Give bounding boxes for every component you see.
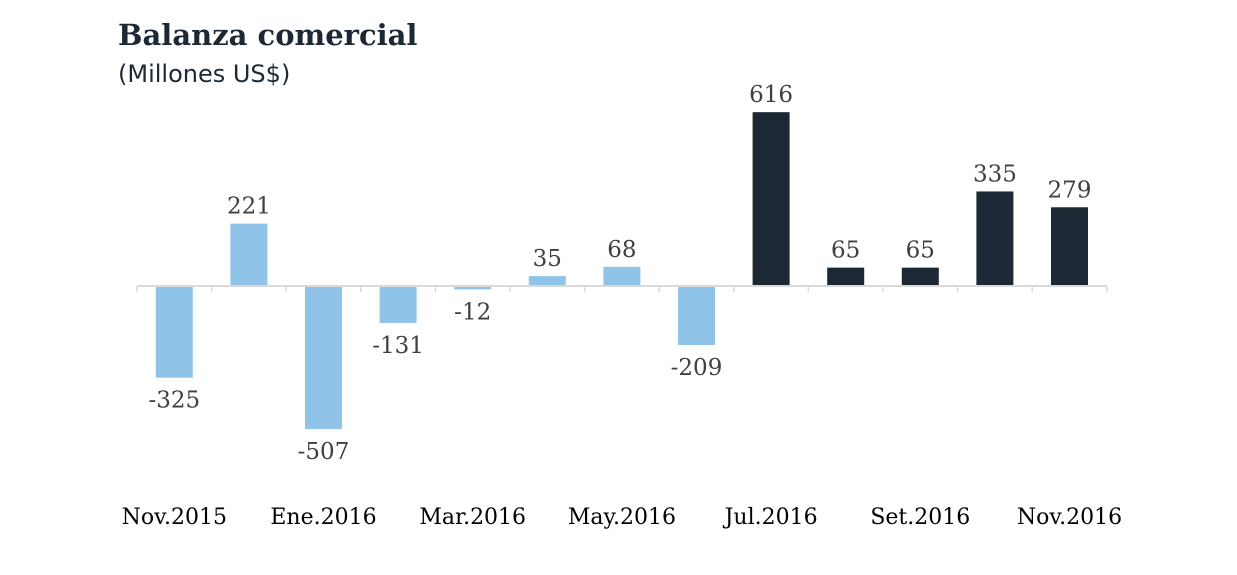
x-axis — [136, 285, 1108, 292]
data-label: 65 — [831, 238, 860, 264]
chart-subtitle: (Millones US$) — [118, 60, 291, 88]
x-tick-label: Mar.2016 — [419, 505, 526, 530]
x-tick-labels-group: Nov.2015 Ene.2016 Mar.2016 May.2016 Jul.2016… — [122, 505, 1122, 530]
data-label: 35 — [533, 246, 562, 272]
bar-feb-2016 — [379, 286, 417, 323]
data-label: 279 — [1048, 177, 1092, 203]
bar-may-2016 — [603, 266, 641, 286]
bar-ene-2016 — [305, 286, 342, 430]
data-label: 616 — [749, 82, 793, 108]
bar-jun-2016 — [678, 286, 715, 345]
data-label: -209 — [671, 355, 723, 381]
bar-dic-2015 — [230, 223, 268, 286]
x-tick-label: Ene.2016 — [270, 505, 376, 530]
bar-mar-2016 — [454, 286, 492, 290]
bar-ago-2016 — [827, 267, 865, 286]
bar-nov-2015 — [155, 286, 193, 378]
data-label: 68 — [607, 237, 636, 263]
bars-group — [155, 112, 1088, 430]
data-label: -12 — [454, 299, 491, 325]
bar-set-2016 — [901, 267, 939, 286]
x-tick-label: Nov.2015 — [122, 505, 227, 530]
chart-title: Balanza comercial — [118, 18, 418, 52]
data-label: 221 — [227, 194, 271, 220]
x-tick-label: Set.2016 — [870, 505, 970, 530]
bar-jul-2016 — [752, 112, 790, 287]
data-label: 335 — [973, 161, 1017, 187]
data-label: 65 — [906, 238, 935, 264]
bar-abr-2016 — [528, 276, 566, 286]
x-tick-label: May.2016 — [568, 505, 676, 530]
data-label: -325 — [148, 388, 200, 414]
data-label: -507 — [298, 439, 350, 465]
bar-nov-2016 — [1051, 207, 1088, 286]
data-label: -131 — [372, 333, 424, 359]
x-tick-label: Jul.2016 — [723, 505, 818, 530]
x-tick-label: Nov.2016 — [1017, 505, 1122, 530]
bar-oct-2016 — [976, 191, 1014, 286]
data-labels-group: -325 221 -507 -131 -12 35 68 -209 616 65 65 335 279 — [148, 82, 1091, 465]
